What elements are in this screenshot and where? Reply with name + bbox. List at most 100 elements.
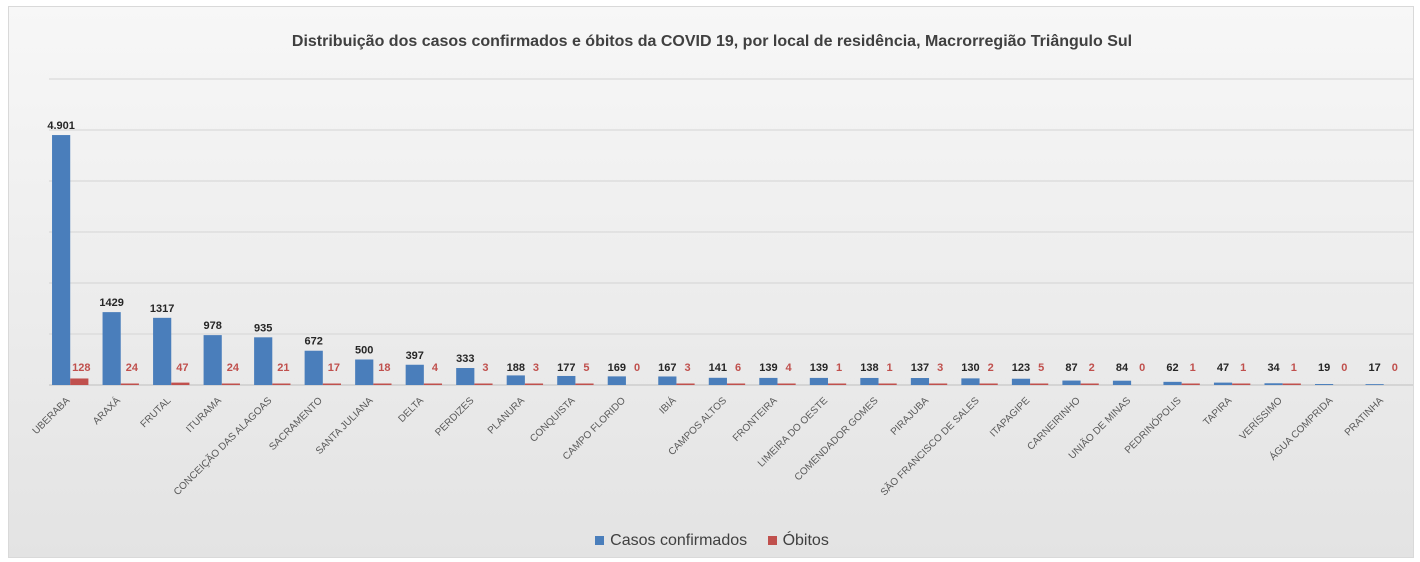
data-label-casos: 130 — [961, 362, 979, 374]
legend-swatch-obitos — [767, 536, 777, 546]
category-label: ITAPAGIPE — [988, 395, 1032, 439]
bar-casos — [809, 377, 828, 385]
data-label-casos: 19 — [1318, 362, 1330, 374]
bar-casos — [1365, 384, 1384, 385]
category-label: IBIÁ — [656, 394, 679, 417]
data-label-casos: 123 — [1012, 362, 1030, 374]
legend-label-casos: Casos confirmados — [610, 532, 748, 549]
category-label: VERÍSSIMO — [1236, 394, 1285, 443]
bar-casos — [910, 378, 930, 385]
data-label-obitos: 0 — [1139, 362, 1145, 374]
category-label: COMENDADOR GOMES — [793, 395, 881, 483]
data-label-casos: 500 — [355, 345, 373, 357]
data-label-casos: 167 — [658, 362, 676, 374]
data-label-obitos: 17 — [328, 362, 340, 374]
bar-obitos — [1181, 383, 1200, 385]
data-label-obitos: 0 — [1392, 362, 1398, 374]
data-label-obitos: 5 — [1038, 362, 1044, 374]
category-label: CONQUISTA — [528, 395, 578, 445]
category-label: ITURAMA — [184, 395, 224, 435]
bar-casos — [1062, 380, 1081, 385]
bar-casos — [1112, 380, 1132, 385]
bar-casos — [304, 350, 323, 385]
bar-casos — [557, 375, 576, 385]
data-label-casos: 397 — [406, 350, 424, 362]
bar-casos — [1011, 378, 1031, 385]
data-label-obitos: 47 — [176, 362, 188, 374]
bar-obitos — [1282, 383, 1301, 385]
bar-obitos — [827, 383, 847, 385]
data-label-obitos: 24 — [227, 362, 240, 374]
data-label-obitos: 3 — [533, 362, 539, 374]
data-label-obitos: 1 — [836, 362, 842, 374]
bar-obitos — [1232, 383, 1251, 385]
bar-obitos — [676, 383, 695, 385]
data-label-obitos: 4 — [432, 362, 439, 374]
legend: Casos confirmados Óbitos — [9, 532, 1415, 550]
bar-casos — [153, 317, 172, 385]
data-label-obitos: 0 — [1341, 362, 1347, 374]
bar-casos — [759, 377, 778, 385]
data-label-obitos: 24 — [126, 362, 139, 374]
bar-casos — [456, 368, 475, 385]
category-label: CONCEIÇÃO DAS ALAGOAS — [171, 394, 275, 498]
bar-obitos — [726, 383, 746, 385]
data-label-casos: 17 — [1368, 362, 1380, 374]
bar-casos — [860, 377, 879, 385]
category-label: PLANURA — [486, 395, 527, 436]
bar-obitos — [1080, 383, 1099, 385]
data-label-obitos: 1 — [1190, 362, 1196, 374]
legend-item-casos: Casos confirmados — [595, 532, 747, 550]
plot-area: 4.901128UBERABA142924ARAXÁ131747FRUTAL97… — [31, 78, 1413, 499]
data-label-casos: 62 — [1166, 362, 1178, 374]
category-label: PERDIZES — [433, 395, 476, 438]
data-label-casos: 169 — [608, 362, 626, 374]
bar-casos — [708, 377, 727, 385]
bar-obitos — [1030, 383, 1049, 385]
chart-title: Distribuição dos casos confirmados e óbi… — [291, 33, 1133, 50]
bar-casos — [355, 359, 374, 385]
bar-obitos — [120, 383, 139, 385]
bar-obitos — [524, 383, 544, 385]
data-label-obitos: 128 — [72, 362, 90, 374]
data-label-casos: 139 — [759, 362, 777, 374]
bar-obitos — [878, 383, 897, 385]
data-label-casos: 139 — [810, 362, 828, 374]
bar-obitos — [373, 383, 392, 385]
data-label-casos: 141 — [709, 362, 727, 374]
data-label-obitos: 2 — [988, 362, 994, 374]
bar-obitos — [171, 382, 190, 385]
bar-obitos — [979, 383, 998, 385]
bar-casos — [1314, 384, 1334, 385]
data-label-obitos: 3 — [684, 362, 690, 374]
data-label-casos: 672 — [305, 336, 323, 348]
data-label-obitos: 3 — [482, 362, 488, 374]
category-label: DELTA — [396, 395, 426, 425]
data-label-obitos: 6 — [735, 362, 741, 374]
category-label: SÃO FRANCISCO DE SALES — [877, 394, 982, 499]
data-label-casos: 177 — [557, 362, 575, 374]
data-label-casos: 188 — [507, 362, 525, 374]
data-label-obitos: 1 — [1291, 362, 1297, 374]
data-label-casos: 87 — [1065, 362, 1077, 374]
data-label-casos: 935 — [254, 322, 272, 334]
bar-casos — [607, 376, 626, 385]
data-label-casos: 978 — [204, 320, 222, 332]
data-label-casos: 333 — [456, 353, 474, 365]
bar-casos — [961, 378, 980, 385]
bar-casos — [102, 312, 121, 385]
bar-casos — [203, 335, 222, 385]
category-label: ARAXÁ — [90, 394, 123, 427]
category-label: UBERABA — [31, 395, 73, 437]
bar-casos — [658, 376, 677, 385]
bar-casos — [405, 364, 424, 385]
data-label-casos: 4.901 — [47, 120, 75, 132]
category-label: PIRAJUBA — [889, 395, 932, 438]
bar-obitos — [221, 383, 240, 385]
chart-frame: Distribuição dos casos confirmados e óbi… — [8, 6, 1414, 558]
category-label: FRONTEIRA — [731, 395, 780, 444]
data-label-casos: 137 — [911, 362, 929, 374]
data-label-obitos: 1 — [887, 362, 893, 374]
bar-casos — [1264, 383, 1283, 385]
bar-casos — [52, 135, 71, 385]
